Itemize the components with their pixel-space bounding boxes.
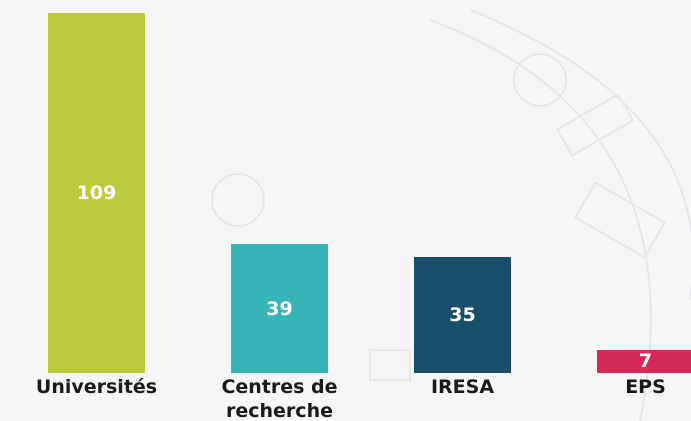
data-label: 109 (76, 182, 117, 204)
category-label: IRESA (430, 376, 495, 398)
data-label: 7 (638, 350, 653, 373)
bar: 7 (597, 349, 691, 373)
bar: 39 (231, 244, 328, 373)
category-label: Universités (35, 376, 158, 398)
data-label: 35 (449, 304, 476, 327)
data-label: 39 (266, 297, 293, 320)
bar: 35 (414, 257, 511, 373)
category-label: EPS (625, 376, 666, 398)
category-label: Centres de recherche (221, 376, 338, 421)
bar: 109 (48, 13, 145, 373)
